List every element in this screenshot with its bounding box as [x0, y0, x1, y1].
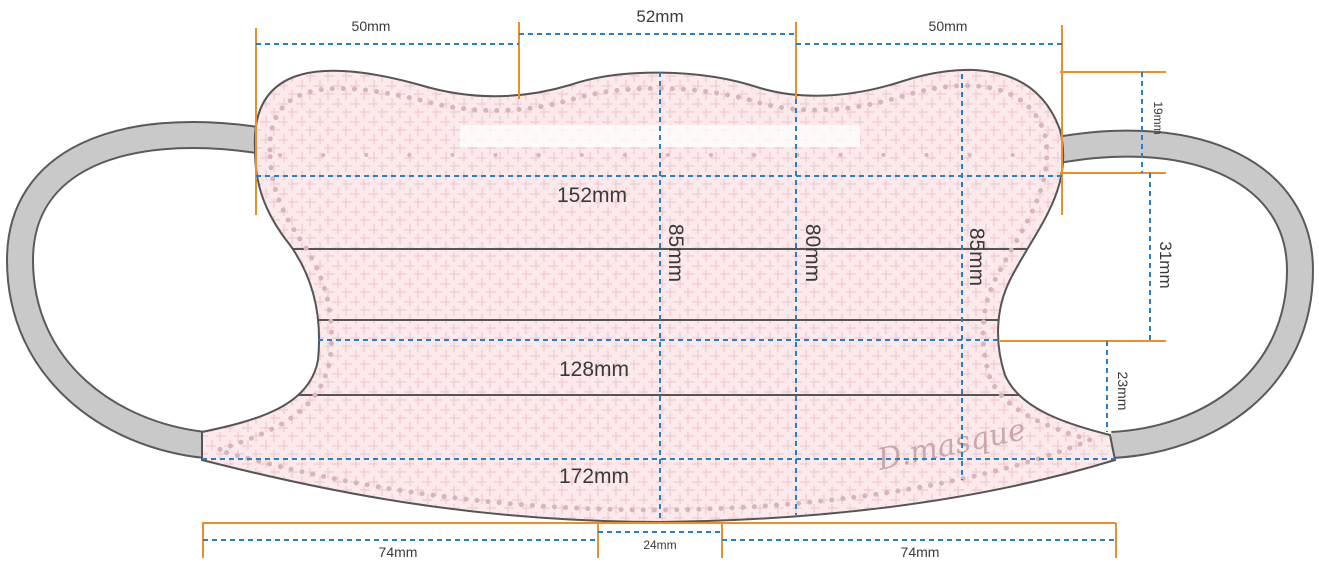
height-center-right-label: 85mm: [965, 228, 988, 286]
right-bottom-label: 23mm: [1115, 372, 1131, 411]
orange-guides: [202, 22, 1166, 558]
top-left-label: 50mm: [352, 18, 391, 34]
width-middle-label: 128mm: [559, 358, 629, 381]
blue-dimension-lines: [202, 33, 1151, 541]
right-middle-label: 31mm: [1156, 241, 1175, 288]
bottom-right-label: 74mm: [901, 544, 940, 560]
width-main-label: 152mm: [557, 184, 627, 207]
left-ear-loop-fill: [7, 123, 260, 457]
bottom-left-label: 74mm: [379, 544, 418, 560]
bottom-middle-label: 24mm: [643, 538, 676, 552]
right-top-label: 19mm: [1151, 101, 1165, 134]
height-center-label: 80mm: [801, 224, 824, 282]
top-middle-label: 52mm: [636, 7, 683, 26]
width-bottom-label: 172mm: [559, 465, 629, 488]
right-ear-loop-fill: [1055, 131, 1313, 457]
height-center-left-label: 85mm: [664, 224, 687, 282]
top-right-label: 50mm: [929, 18, 968, 34]
